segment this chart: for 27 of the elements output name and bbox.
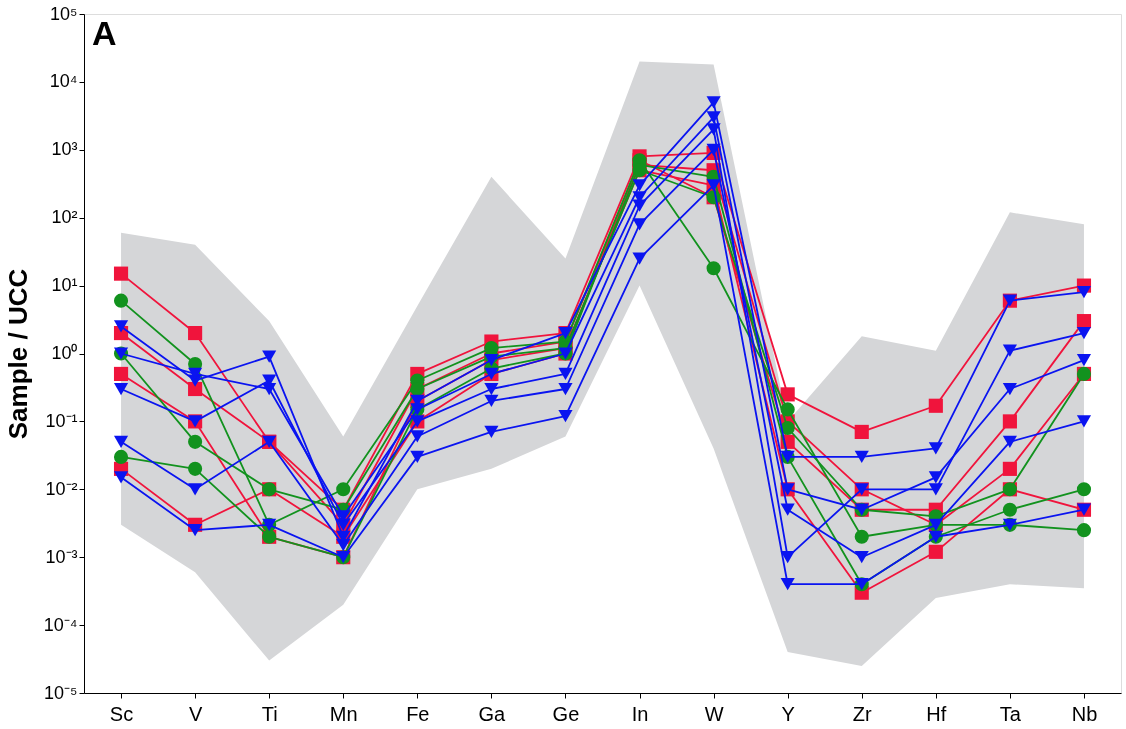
y-tick-label: 10² — [51, 207, 78, 228]
y-tick-label: 10⁰ — [51, 343, 78, 363]
y-tick-label: 10⁵ — [50, 3, 78, 24]
y-tick-label: 10³ — [51, 139, 78, 160]
y-tick-label: 10⁻³ — [45, 546, 78, 567]
x-tick-label: V — [188, 702, 203, 725]
x-tick-label: Hf — [926, 702, 947, 725]
x-tick-label: Ga — [478, 702, 507, 725]
y-axis-title: Sample / UCC — [2, 268, 33, 440]
x-tick-label: Ge — [552, 702, 580, 725]
x-tick-label: Fe — [406, 702, 430, 725]
x-tick-label: Nb — [1071, 702, 1098, 725]
x-tick-label: Ti — [261, 702, 278, 725]
y-tick-label: 10⁻² — [45, 478, 78, 499]
x-tick-label: Sc — [109, 702, 134, 725]
y-tick-label: 10⁻¹ — [45, 410, 78, 431]
x-tick-label: Y — [781, 702, 795, 725]
x-tick-label: W — [704, 702, 724, 725]
y-tick-label: 10⁻⁴ — [43, 614, 78, 635]
x-tick-label: Ta — [999, 702, 1022, 725]
y-tick-label: 10¹ — [51, 275, 78, 296]
y-tick-label: 10⁻⁵ — [44, 682, 78, 703]
y-tick-label: 10⁴ — [49, 71, 78, 92]
annotation: A — [92, 14, 117, 52]
x-tick-label: In — [631, 702, 649, 725]
x-tick-label: Zr — [852, 702, 873, 725]
x-tick-label: Mn — [329, 702, 358, 725]
